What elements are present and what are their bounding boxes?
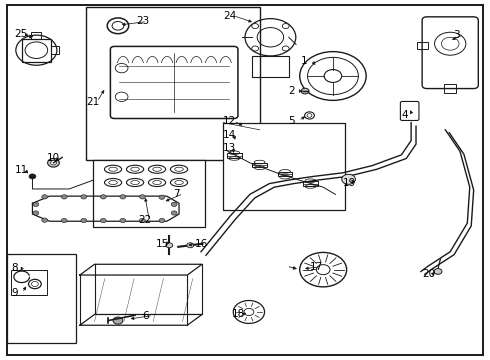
Circle shape xyxy=(42,195,48,199)
Bar xyxy=(417,42,428,49)
Circle shape xyxy=(120,195,126,199)
Text: 13: 13 xyxy=(223,143,236,153)
Text: 2: 2 xyxy=(288,86,294,96)
Bar xyxy=(444,84,456,93)
Text: 17: 17 xyxy=(310,262,323,272)
Circle shape xyxy=(166,243,172,248)
Text: 6: 6 xyxy=(143,311,149,320)
Circle shape xyxy=(187,243,194,248)
Circle shape xyxy=(171,211,177,215)
Text: 23: 23 xyxy=(137,17,150,27)
Text: 4: 4 xyxy=(401,110,408,120)
Text: 15: 15 xyxy=(156,239,170,249)
Circle shape xyxy=(33,211,39,215)
Bar xyxy=(86,7,260,160)
Circle shape xyxy=(252,46,259,51)
Circle shape xyxy=(282,46,289,51)
Bar xyxy=(50,46,59,54)
Text: 16: 16 xyxy=(195,239,208,249)
Text: 25: 25 xyxy=(14,29,27,39)
Circle shape xyxy=(48,158,59,167)
Circle shape xyxy=(159,195,165,199)
Circle shape xyxy=(171,202,177,207)
Circle shape xyxy=(120,219,126,223)
Bar xyxy=(93,160,205,226)
Text: 10: 10 xyxy=(47,153,60,163)
Circle shape xyxy=(140,195,146,199)
Circle shape xyxy=(61,195,67,199)
Circle shape xyxy=(434,269,442,274)
Circle shape xyxy=(140,219,146,223)
Text: 11: 11 xyxy=(14,165,27,175)
Circle shape xyxy=(113,317,123,324)
Bar xyxy=(278,172,293,176)
Text: 20: 20 xyxy=(422,269,435,279)
Circle shape xyxy=(81,195,87,199)
Circle shape xyxy=(29,174,36,179)
Text: 5: 5 xyxy=(288,116,294,126)
Circle shape xyxy=(61,219,67,223)
Circle shape xyxy=(282,23,289,28)
Text: 12: 12 xyxy=(223,116,236,126)
Text: 19: 19 xyxy=(343,178,356,188)
Bar xyxy=(22,39,50,62)
Text: 21: 21 xyxy=(86,97,99,107)
Text: 24: 24 xyxy=(223,11,236,21)
Bar xyxy=(252,56,289,77)
Bar xyxy=(303,181,318,186)
Circle shape xyxy=(33,202,39,207)
Bar xyxy=(6,253,76,343)
Text: 7: 7 xyxy=(172,189,179,199)
Bar xyxy=(227,153,242,158)
Text: 1: 1 xyxy=(301,56,308,66)
Circle shape xyxy=(301,88,309,94)
Text: 3: 3 xyxy=(453,30,459,40)
Circle shape xyxy=(81,219,87,223)
Bar xyxy=(223,123,345,211)
Bar xyxy=(252,163,267,167)
Circle shape xyxy=(342,174,355,184)
Text: 8: 8 xyxy=(11,263,18,273)
Text: 18: 18 xyxy=(231,310,245,319)
Circle shape xyxy=(42,218,48,222)
Circle shape xyxy=(100,219,106,223)
Text: 9: 9 xyxy=(11,288,18,298)
Circle shape xyxy=(100,195,106,199)
Circle shape xyxy=(252,23,259,28)
Text: 14: 14 xyxy=(223,130,236,140)
Bar xyxy=(11,270,47,296)
Text: 22: 22 xyxy=(139,215,152,225)
Bar xyxy=(31,32,41,39)
Circle shape xyxy=(50,161,56,165)
Circle shape xyxy=(159,219,165,223)
